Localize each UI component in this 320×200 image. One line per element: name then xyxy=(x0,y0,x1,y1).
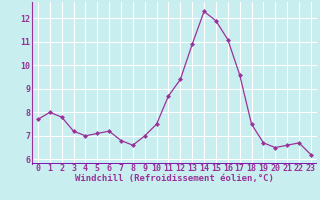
X-axis label: Windchill (Refroidissement éolien,°C): Windchill (Refroidissement éolien,°C) xyxy=(75,174,274,183)
